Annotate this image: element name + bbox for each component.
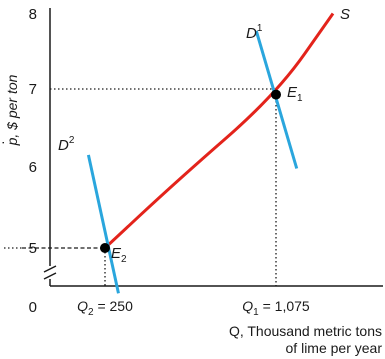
x-axis-label-line2: of lime per year <box>286 340 383 356</box>
x-label-q1: Q1 = 1,075 <box>242 298 310 318</box>
demand-curve-1 <box>254 30 299 169</box>
demand-curve-2 <box>86 154 120 294</box>
axis-break-mark <box>43 265 57 280</box>
y-axis-label: p, $ per ton · <box>0 74 20 146</box>
x-axis-label-line1: Q, Thousand metric tons <box>229 323 382 339</box>
x-label-q2: Q2 = 250 <box>77 298 133 318</box>
e2-label: E2 <box>111 245 127 265</box>
demand-1-label: D1 <box>246 23 263 42</box>
demand-2-label: D2 <box>58 135 75 154</box>
origin-label: 0 <box>29 299 37 316</box>
e1-label: E1 <box>287 84 303 104</box>
y-tick-7: 7 <box>29 81 37 98</box>
supply-curve <box>103 12 335 250</box>
equilibrium-point-e2 <box>100 243 110 253</box>
y-tick-6: 6 <box>29 159 37 176</box>
supply-curve-label: S <box>340 6 350 23</box>
y-tick-8: 8 <box>29 6 37 23</box>
equilibrium-point-e1 <box>271 89 281 100</box>
svg-text:p, $ per ton: p, $ per ton <box>4 74 20 146</box>
y-axis-label-accent: · <box>0 140 10 145</box>
y-tick-5: 5 <box>29 240 37 257</box>
